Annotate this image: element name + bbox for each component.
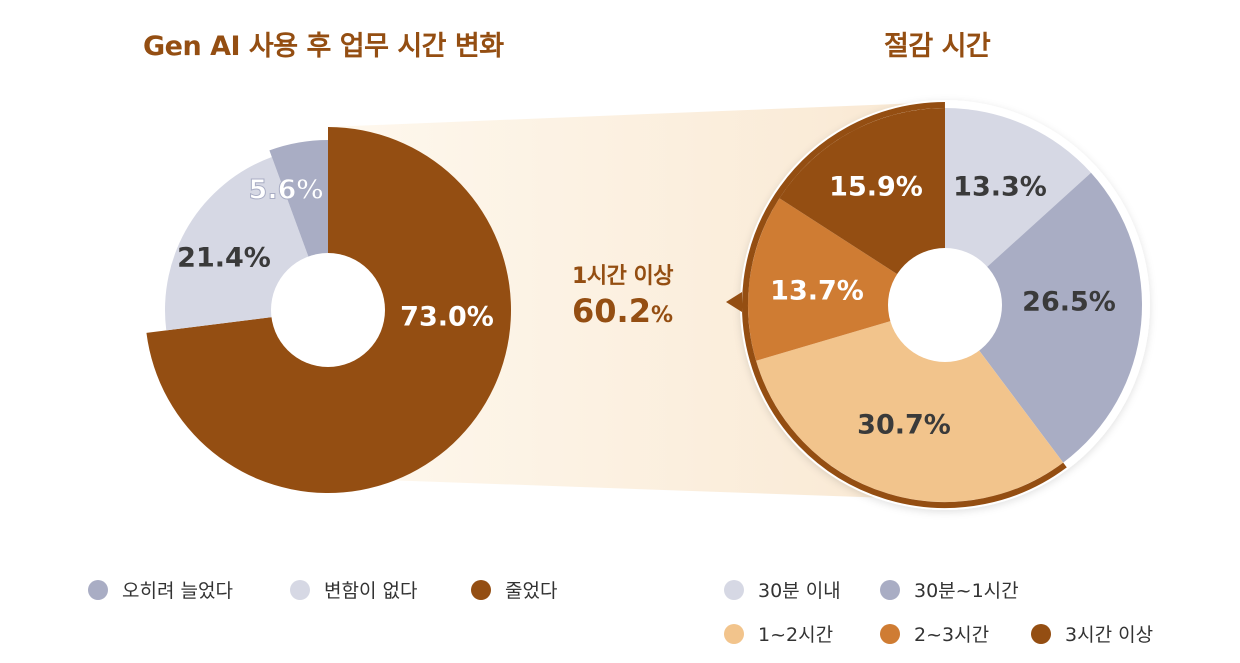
legend-item-unchanged: 변함이 없다 [290, 576, 417, 603]
donut-hole [271, 253, 385, 367]
slice-label-unchanged: 21.4% [177, 242, 271, 274]
legend-item-30min-1h: 30분~1시간 [880, 576, 1019, 603]
callout-pointer-icon [726, 292, 742, 312]
legend-item-decreased: 줄었다 [471, 576, 557, 603]
legend-dot-icon [724, 579, 744, 600]
legend-dot-icon [471, 579, 491, 600]
legend-item-under-30min: 30분 이내 [724, 576, 841, 603]
right-donut-chart [748, 108, 1142, 502]
legend-item-over-3h: 3시간 이상 [1031, 620, 1153, 647]
legend-item-increased: 오히려 늘었다 [88, 576, 233, 603]
legend-dot-icon [880, 623, 900, 644]
slice-label-over-3h: 15.9% [829, 171, 923, 203]
legend-dot-icon [724, 623, 744, 644]
slice-1 [945, 172, 1142, 463]
slice-label-decreased: 73.0% [400, 301, 494, 333]
legend-dot-icon [880, 579, 900, 600]
slice-label-1-2h: 30.7% [857, 409, 951, 441]
callout-label: 1시간 이상 [572, 264, 673, 289]
slice-label-under-30min: 13.3% [953, 171, 1047, 203]
slice-0 [945, 108, 1092, 305]
callout-value: 60.2% [572, 292, 673, 330]
legend-item-1-2h: 1~2시간 [724, 620, 833, 647]
slice-2 [756, 305, 1064, 502]
donut-hole [888, 248, 1002, 362]
left-donut-chart [146, 127, 512, 493]
left-chart-title: Gen AI 사용 후 업무 시간 변화 [143, 31, 504, 62]
slice-4 [779, 108, 945, 305]
legend-item-2-3h: 2~3시간 [880, 620, 989, 647]
callout-annotation: 1시간 이상 60.2% [572, 258, 673, 330]
legend-dot-icon [1031, 623, 1051, 644]
slice-label-increased: 5.6% [248, 174, 324, 206]
legend-dot-icon [88, 579, 108, 600]
right-chart-title: 절감 시간 [884, 31, 991, 62]
slice-3 [748, 198, 945, 361]
slice-label-2-3h: 13.7% [770, 275, 864, 307]
legend-dot-icon [290, 579, 310, 600]
slice-label-30min-1h: 26.5% [1022, 286, 1116, 318]
highlight-arc [742, 102, 1067, 508]
